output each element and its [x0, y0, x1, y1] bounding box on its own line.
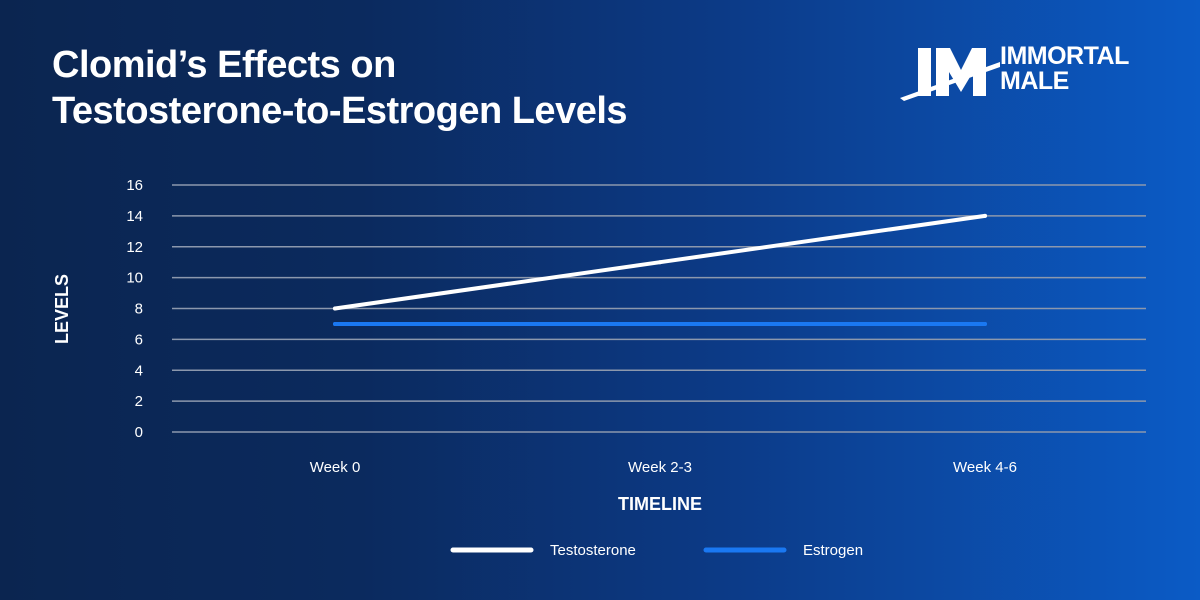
brand-line-1: IMMORTAL	[1000, 42, 1129, 70]
data-point-testosterone-0	[333, 306, 337, 311]
x-axis-title: TIMELINE	[618, 494, 702, 514]
x-axis-ticks: Week 0 Week 2-3 Week 4-6	[310, 459, 1017, 476]
x-tick-label: Week 0	[310, 459, 361, 476]
y-tick-label: 10	[126, 270, 143, 287]
data-point-estrogen-0	[333, 321, 337, 326]
y-tick-label: 8	[135, 301, 143, 318]
chart-title: Clomid’s Effects on Testosterone-to-Estr…	[52, 42, 752, 135]
data-point-estrogen-2	[983, 321, 987, 326]
brand-line-2: MALE	[1000, 67, 1069, 95]
data-point-testosterone-2	[983, 213, 987, 218]
y-tick-label: 2	[135, 393, 143, 410]
chart-title-line-1: Clomid’s Effects on	[52, 44, 396, 86]
y-tick-label: 6	[135, 331, 143, 348]
y-tick-label: 16	[126, 177, 143, 194]
series-lines	[333, 213, 987, 326]
y-tick-label: 12	[126, 239, 143, 256]
chart-title-line-2: Testosterone-to-Estrogen Levels	[52, 90, 628, 133]
y-axis-ticks: 0 2 4 6 8 10 12 14 16	[126, 177, 143, 441]
legend-label-testosterone: Testosterone	[550, 542, 636, 559]
brand-logo: IM IMMORTAL MALE	[900, 40, 1160, 106]
legend-label-estrogen: Estrogen	[803, 542, 863, 559]
x-tick-label: Week 2-3	[628, 459, 692, 476]
im-monogram-icon: IM	[900, 48, 1000, 101]
x-tick-label: Week 4-6	[953, 459, 1017, 476]
legend: Testosterone Estrogen	[450, 542, 863, 559]
y-tick-label: 4	[135, 362, 143, 379]
grid-lines	[172, 184, 1146, 433]
data-point-testosterone-1	[658, 260, 662, 265]
y-axis-title: LEVELS	[52, 274, 72, 344]
data-point-estrogen-1	[658, 321, 662, 326]
y-tick-label: 0	[135, 424, 143, 441]
brand-wordmark: IMMORTAL MALE	[1000, 44, 1129, 94]
y-tick-label: 14	[126, 208, 143, 225]
